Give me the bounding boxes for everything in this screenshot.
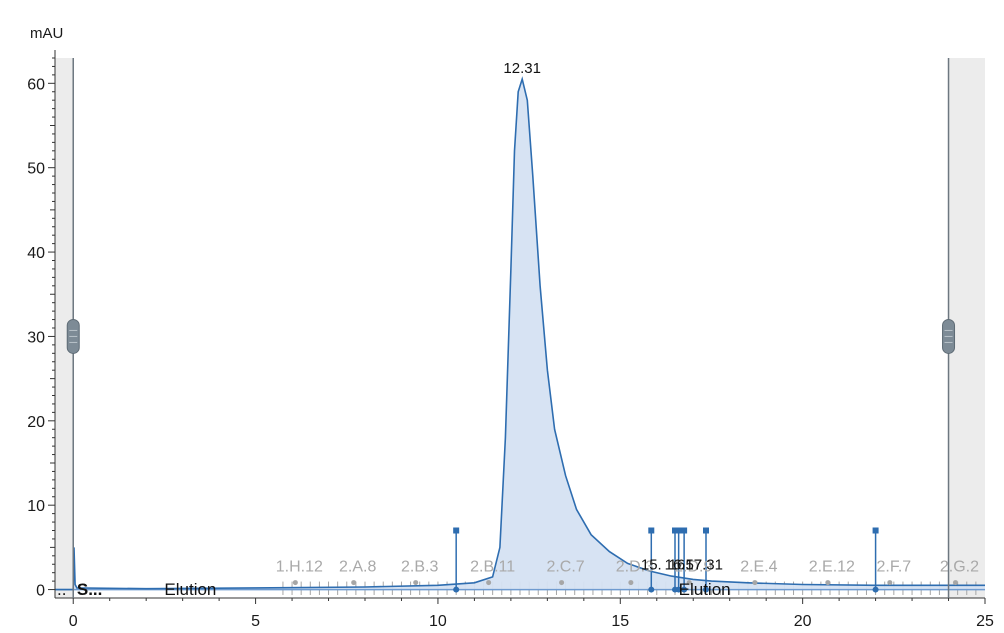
fraction-label: 2.D.3	[616, 559, 654, 576]
peak-marker-cap	[681, 527, 688, 534]
phase-prefix: ..	[57, 580, 66, 599]
fraction-label: 2.E.4	[740, 559, 777, 576]
peak-label: 17.31	[685, 557, 723, 574]
fraction-dot	[952, 580, 958, 586]
fraction-dot	[752, 580, 758, 586]
fraction-label: 2.C.7	[546, 559, 584, 576]
peak-label: 15.	[641, 557, 662, 574]
fraction-label: 2.A.8	[339, 559, 376, 576]
peak-marker-cap	[672, 527, 678, 534]
excluded-region-left	[55, 58, 74, 598]
phase-label: Elution	[164, 580, 216, 599]
y-tick-label: 60	[27, 76, 45, 93]
peak-label: 12.31	[503, 60, 541, 77]
y-tick-label: 10	[27, 498, 45, 515]
chromatogram-line	[55, 76, 985, 591]
chromatogram-area	[55, 76, 985, 591]
fraction-label: 2.G.2	[940, 559, 979, 576]
peak-label: 16	[668, 557, 685, 574]
y-tick-label: 0	[36, 583, 45, 600]
fraction-dot	[292, 580, 298, 586]
peak-marker-cap	[703, 527, 709, 534]
peak-marker-base	[648, 586, 655, 593]
peak-marker-base	[872, 586, 879, 593]
fraction-dot	[486, 580, 492, 586]
fraction-dot	[887, 580, 893, 586]
peak-marker-base	[681, 586, 688, 593]
fraction-label: 2.B.3	[401, 559, 438, 576]
fraction-label: 2.E.12	[809, 559, 855, 576]
peak-marker-base	[453, 586, 460, 593]
peak-marker-cap	[872, 527, 879, 534]
fraction-dot	[413, 580, 419, 586]
phase-label: Elution	[679, 580, 731, 599]
x-tick-label: 10	[429, 613, 447, 628]
y-tick-label: 20	[27, 414, 45, 431]
phase-label: S...	[77, 580, 103, 599]
peak-area-fill	[55, 79, 985, 590]
fraction-label: 2.F.7	[876, 559, 911, 576]
x-tick-label: 15	[611, 613, 629, 628]
axes: 0 10 20 30 40 50 60 0 5 10 15 20 25	[27, 50, 994, 630]
peak-marker-cap	[675, 527, 682, 534]
fraction-dot	[686, 580, 692, 586]
peak-marker-base	[675, 586, 682, 593]
peak-marker-cap	[648, 527, 655, 534]
fraction-label: 2.D.9	[674, 559, 712, 576]
fraction-dot	[628, 580, 634, 586]
peak-marker-cap	[453, 527, 460, 534]
fraction-label: 1.H.12	[276, 559, 323, 576]
fraction-dot	[825, 580, 831, 586]
fraction-dot	[559, 580, 565, 586]
x-tick-label: 20	[794, 613, 812, 628]
x-tick-label: 0	[69, 613, 78, 628]
window-handles[interactable]	[66, 58, 956, 598]
fraction-label: 2.B.11	[470, 559, 515, 576]
peak-markers	[453, 527, 879, 593]
y-tick-label: 50	[27, 161, 45, 178]
fraction-labels: 1.H.12 2.A.8 2.B.3 2.B.11 2.C.7 2.D.3 2.D.9 2.E…	[276, 559, 979, 586]
y-axis-unit-label: mAU	[30, 25, 63, 42]
phase-labels: .. S... Elution Elution	[57, 580, 731, 599]
x-tick-label: 5	[251, 613, 260, 628]
y-tick-label: 40	[27, 245, 45, 262]
fraction-dot	[351, 580, 357, 586]
y-tick-label: 30	[27, 329, 45, 346]
peak-label: 16.57	[665, 557, 703, 574]
x-tick-label: 25	[976, 613, 994, 628]
peak-marker-base	[703, 586, 709, 593]
